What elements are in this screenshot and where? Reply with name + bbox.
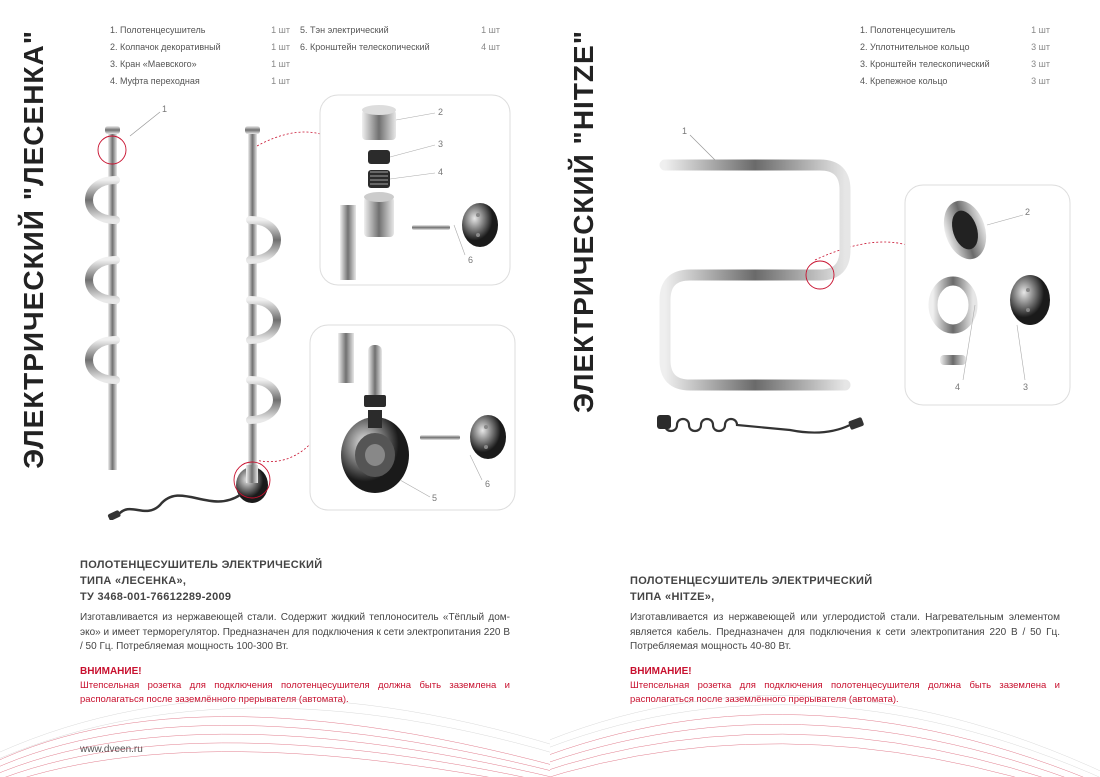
warning-text-r: Штепсельная розетка для подключения поло… — [630, 679, 1060, 707]
callout-6a: 6 — [468, 255, 473, 265]
body-text: Изготавливается из нержавеющей стали. Со… — [80, 611, 510, 655]
main-rail-hitze-icon — [657, 140, 864, 433]
parts-row: 1. Полотенцесушитель1 шт — [110, 22, 290, 39]
parts-row: 3. Кронштейн телескопический3 шт — [860, 56, 1050, 73]
callout-3: 3 — [438, 139, 443, 149]
description-left: ПОЛОТЕНЦЕСУШИТЕЛЬ ЭЛЕКТРИЧЕСКИЙ ТИПА «ЛЕ… — [80, 558, 510, 707]
page-lesenka: ЭЛЕКТРИЧЕСКИЙ "ЛЕСЕНКА" 1. Полотенцесуши… — [0, 0, 550, 777]
callout-6b: 6 — [485, 479, 490, 489]
callout-4: 4 — [438, 167, 443, 177]
warning-title: ВНИМАНИЕ! — [80, 665, 510, 680]
parts-row: 2. Колпачок декоративный1 шт — [110, 39, 290, 56]
diagram-hitze: 1 — [620, 90, 1080, 520]
parts-list-left-b: 5. Тэн электрический1 шт6. Кронштейн тел… — [300, 22, 500, 56]
parts-row: 3. Кран «Маевского»1 шт — [110, 56, 290, 73]
parts-row: 1. Полотенцесушитель1 шт — [860, 22, 1050, 39]
body-text-r: Изготавливается из нержавеющей или углер… — [630, 611, 1060, 655]
callout-r4: 4 — [955, 382, 960, 392]
callout-1: 1 — [162, 104, 167, 114]
description-right: ПОЛОТЕНЦЕСУШИТЕЛЬ ЭЛЕКТРИЧЕСКИЙ ТИПА «HI… — [630, 574, 1060, 707]
heading-r1: ПОЛОТЕНЦЕСУШИТЕЛЬ ЭЛЕКТРИЧЕСКИЙ — [630, 574, 1060, 590]
parts-row: 6. Кронштейн телескопический4 шт — [300, 39, 500, 56]
heading: ПОЛОТЕНЦЕСУШИТЕЛЬ ЭЛЕКТРИЧЕСКИЙ — [80, 558, 510, 574]
warning-text: Штепсельная розетка для подключения поло… — [80, 679, 510, 707]
heading-2: ТИПА «ЛЕСЕНКА», — [80, 574, 510, 590]
parts-list-right: 1. Полотенцесушитель1 шт2. Уплотнительно… — [860, 22, 1050, 90]
callout-r2: 2 — [1025, 207, 1030, 217]
diagram-lesenka: 1 — [70, 90, 530, 520]
page-hitze: ЭЛЕКТРИЧЕСКИЙ "HITZE" 1. Полотенцесушите… — [550, 0, 1100, 777]
parts-row: 4. Муфта переходная1 шт — [110, 73, 290, 90]
heading-3: ТУ 3468-001-76612289-2009 — [80, 590, 510, 606]
main-rail-icon — [89, 126, 277, 520]
parts-row: 5. Тэн электрический1 шт — [300, 22, 500, 39]
footer-url: www.dveen.ru — [80, 744, 143, 755]
parts-row: 2. Уплотнительное кольцо3 шт — [860, 39, 1050, 56]
vertical-title-right: ЭЛЕКТРИЧЕСКИЙ "HITZE" — [568, 30, 600, 413]
callout-5: 5 — [432, 493, 437, 503]
callout-2: 2 — [438, 107, 443, 117]
callout-r1: 1 — [682, 126, 687, 136]
vertical-title-left: ЭЛЕКТРИЧЕСКИЙ "ЛЕСЕНКА" — [18, 30, 50, 469]
callout-r3: 3 — [1023, 382, 1028, 392]
parts-row: 4. Крепежное кольцо3 шт — [860, 73, 1050, 90]
warning-title-r: ВНИМАНИЕ! — [630, 665, 1060, 680]
parts-list-left-a: 1. Полотенцесушитель1 шт2. Колпачок деко… — [110, 22, 290, 90]
heading-r2: ТИПА «HITZE», — [630, 590, 1060, 606]
